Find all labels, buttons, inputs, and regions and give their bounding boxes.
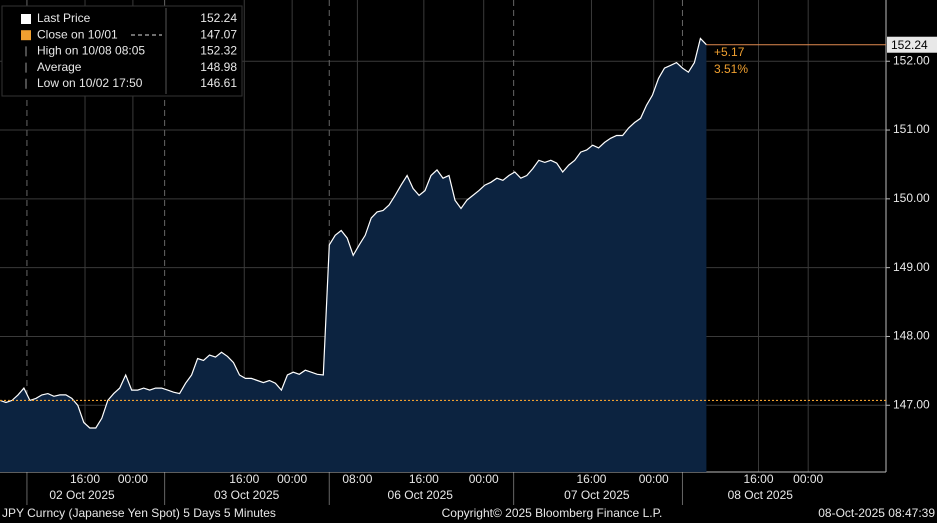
legend-value: 146.61 <box>200 76 237 90</box>
legend-swatch <box>21 14 31 24</box>
x-tick-label: 08:00 <box>342 472 372 486</box>
legend-value: 148.98 <box>200 60 237 74</box>
day-label: 07 Oct 2025 <box>564 488 630 502</box>
footer-right: 08-Oct-2025 08:47:39 <box>818 506 935 520</box>
y-tick-label: 147.00 <box>893 397 930 411</box>
legend-box <box>1 5 243 97</box>
legend-label: Average <box>37 60 82 74</box>
day-label: 08 Oct 2025 <box>728 488 794 502</box>
change-label: +5.17 <box>714 45 745 59</box>
y-tick-label: 150.00 <box>893 191 930 205</box>
x-tick-label: 00:00 <box>118 472 148 486</box>
legend-value: 152.24 <box>200 11 237 25</box>
x-tick-label: 16:00 <box>576 472 606 486</box>
legend-label: Close on 10/01 <box>37 27 118 41</box>
price-line <box>0 37 707 429</box>
x-tick-label: 16:00 <box>743 472 773 486</box>
y-tick-label: 149.00 <box>893 260 930 274</box>
x-tick-label: 00:00 <box>639 472 669 486</box>
legend-value: 152.32 <box>200 44 237 58</box>
y-tick-label: 152.00 <box>893 53 930 67</box>
x-tick-label: 00:00 <box>277 472 307 486</box>
change-pct-label: 3.51% <box>714 62 748 76</box>
x-tick-label: 00:00 <box>469 472 499 486</box>
x-tick-label: 16:00 <box>409 472 439 486</box>
legend-swatch <box>21 30 31 41</box>
day-label: 02 Oct 2025 <box>49 488 115 502</box>
y-tick-label: 148.00 <box>893 329 930 343</box>
area <box>0 38 707 472</box>
legend-value: 147.07 <box>200 27 237 41</box>
last-price-box <box>887 36 937 53</box>
day-label: 06 Oct 2025 <box>388 488 454 502</box>
x-tick-label: 16:00 <box>229 472 259 486</box>
last-price-label: 152.24 <box>891 38 928 52</box>
legend-label: Last Price <box>37 11 91 25</box>
footer-left: JPY Curncy (Japanese Yen Spot) 5 Days 5 … <box>2 506 276 520</box>
y-tick-label: 151.00 <box>893 122 930 136</box>
footer-center: Copyright© 2025 Bloomberg Finance L.P. <box>442 506 663 520</box>
x-tick-label: 16:00 <box>70 472 100 486</box>
day-label: 03 Oct 2025 <box>214 488 280 502</box>
legend-label: Low on 10/02 17:50 <box>37 76 143 90</box>
legend-label: High on 10/08 08:05 <box>37 44 145 58</box>
x-tick-label: 00:00 <box>793 472 823 486</box>
